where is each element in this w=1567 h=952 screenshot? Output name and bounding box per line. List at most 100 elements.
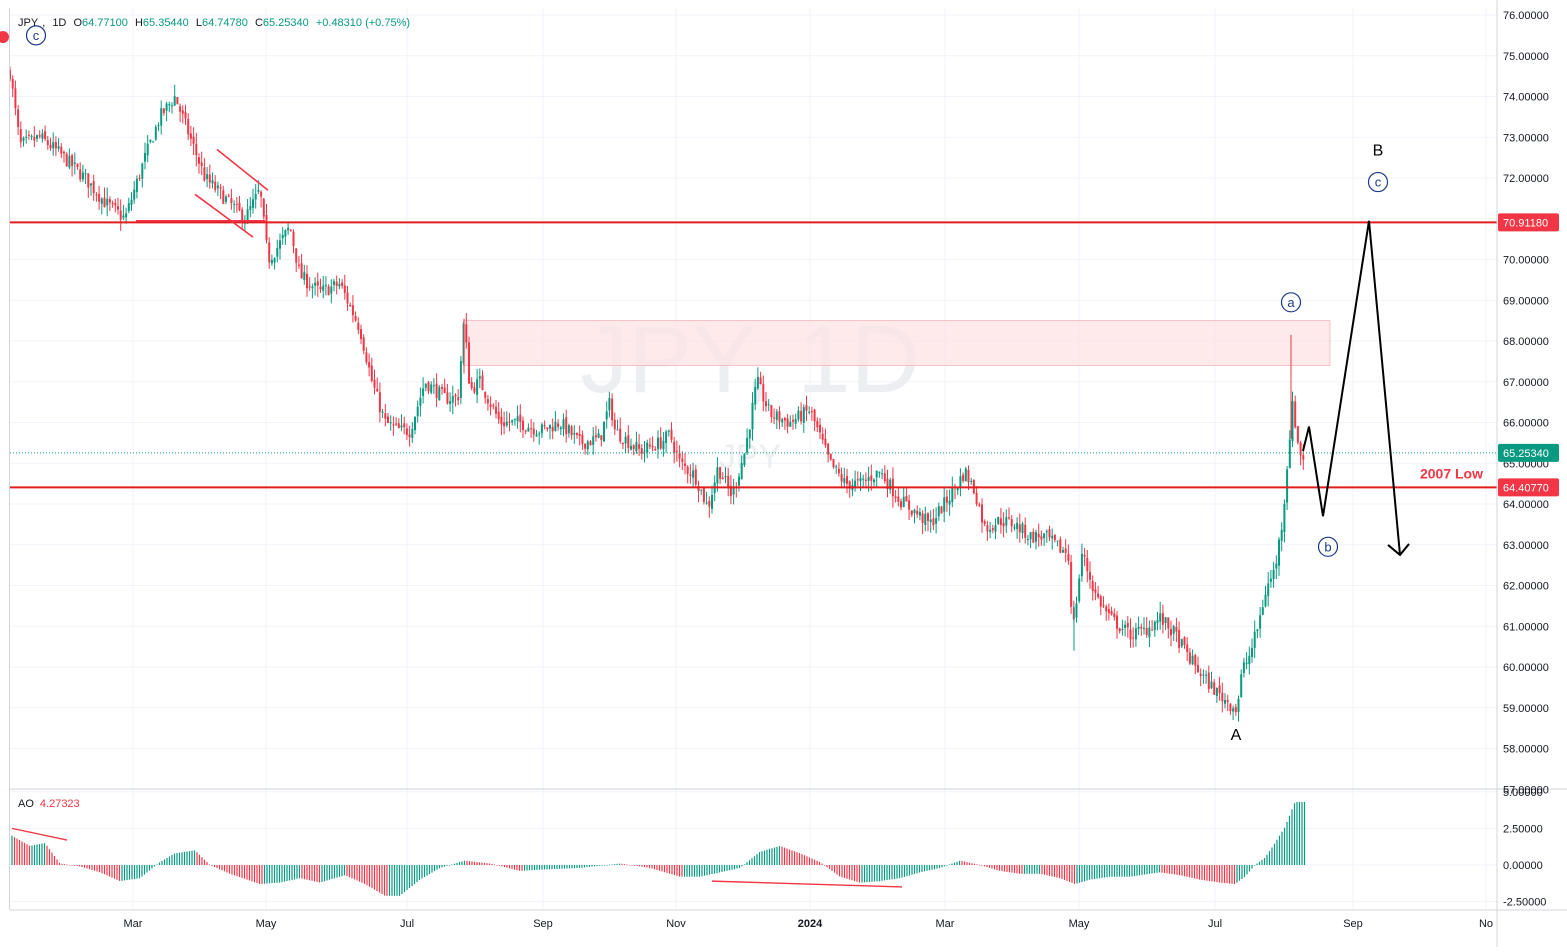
candle-body[interactable] — [333, 281, 335, 285]
candle-body[interactable] — [273, 258, 276, 263]
candle-body[interactable] — [441, 387, 443, 389]
candle-body[interactable] — [1032, 531, 1035, 543]
candle-body[interactable] — [867, 477, 870, 481]
candle-body[interactable] — [513, 418, 516, 420]
candle-body[interactable] — [540, 424, 543, 434]
candle-body[interactable] — [1053, 535, 1056, 540]
ao-divergence-line[interactable] — [711, 880, 903, 888]
candle-body[interactable] — [1286, 469, 1289, 503]
candle-body[interactable] — [562, 419, 565, 430]
candle-body[interactable] — [108, 199, 111, 203]
candle-body[interactable] — [1086, 558, 1089, 572]
candle-body[interactable] — [905, 496, 908, 502]
candle-body[interactable] — [1126, 622, 1129, 628]
candle-body[interactable] — [73, 162, 76, 165]
candle-body[interactable] — [276, 248, 279, 257]
candle-body[interactable] — [959, 476, 962, 489]
candle-body[interactable] — [468, 342, 470, 384]
candle-body[interactable] — [484, 392, 487, 398]
candle-body[interactable] — [149, 139, 152, 142]
candle-body[interactable] — [30, 135, 33, 137]
candle-body[interactable] — [268, 242, 271, 263]
candle-body[interactable] — [279, 240, 281, 249]
candle-body[interactable] — [500, 416, 503, 425]
candle-body[interactable] — [235, 203, 238, 205]
candle-body[interactable] — [576, 432, 578, 435]
candle-body[interactable] — [1186, 644, 1189, 653]
candle-body[interactable] — [721, 477, 724, 480]
candle-body[interactable] — [81, 172, 84, 180]
interval-label[interactable]: 1D — [52, 17, 67, 29]
candle-body[interactable] — [746, 437, 749, 453]
candle-body[interactable] — [189, 133, 192, 139]
candle-body[interactable] — [303, 272, 306, 280]
candle-body[interactable] — [457, 397, 460, 401]
candle-body[interactable] — [1302, 455, 1305, 460]
candle-body[interactable] — [781, 419, 784, 423]
candle-body[interactable] — [694, 469, 697, 485]
candle-body[interactable] — [181, 110, 184, 114]
symbol-label[interactable]: JPY — [18, 17, 39, 29]
candle-body[interactable] — [54, 142, 57, 149]
candle-body[interactable] — [754, 387, 757, 405]
candle-body[interactable] — [665, 431, 668, 444]
candle-body[interactable] — [678, 452, 681, 459]
candle-body[interactable] — [435, 383, 438, 399]
candle-body[interactable] — [1097, 593, 1100, 598]
candle-body[interactable] — [459, 361, 462, 398]
candle-body[interactable] — [1070, 562, 1073, 607]
candle-body[interactable] — [640, 448, 643, 454]
candle-body[interactable] — [1040, 536, 1043, 540]
candle-body[interactable] — [1029, 532, 1032, 540]
wave-label-circle[interactable] — [1367, 171, 1389, 193]
candle-body[interactable] — [997, 517, 1000, 524]
candle-body[interactable] — [198, 157, 200, 164]
candle-body[interactable] — [1056, 540, 1059, 542]
candle-body[interactable] — [1242, 662, 1245, 673]
candle-body[interactable] — [422, 388, 425, 397]
candle-body[interactable] — [1018, 524, 1021, 533]
candle-body[interactable] — [916, 510, 919, 515]
candle-body[interactable] — [38, 135, 41, 137]
candle-body[interactable] — [1226, 700, 1229, 703]
candle-body[interactable] — [254, 193, 257, 200]
candle-body[interactable] — [238, 202, 241, 211]
candle-body[interactable] — [1140, 626, 1143, 629]
candle-body[interactable] — [284, 230, 287, 237]
candle-body[interactable] — [964, 468, 967, 482]
candle-body[interactable] — [991, 528, 994, 531]
candle-body[interactable] — [1294, 401, 1297, 428]
candle-body[interactable] — [705, 502, 708, 504]
candle-body[interactable] — [1240, 674, 1243, 698]
candle-body[interactable] — [527, 427, 530, 432]
candle-body[interactable] — [789, 421, 792, 427]
candle-body[interactable] — [800, 410, 803, 422]
candle-body[interactable] — [686, 466, 689, 474]
candle-body[interactable] — [295, 248, 298, 263]
candle-body[interactable] — [511, 419, 514, 423]
candle-body[interactable] — [592, 436, 595, 445]
candle-body[interactable] — [311, 286, 314, 289]
candle-body[interactable] — [1221, 692, 1224, 702]
candle-body[interactable] — [365, 352, 368, 363]
candle-body[interactable] — [522, 420, 524, 431]
candle-body[interactable] — [908, 500, 911, 510]
candle-body[interactable] — [84, 173, 87, 175]
candle-body[interactable] — [300, 263, 303, 279]
candle-body[interactable] — [940, 506, 943, 514]
candle-body[interactable] — [667, 430, 670, 432]
trend-line[interactable] — [194, 193, 254, 238]
candle-body[interactable] — [451, 396, 454, 403]
candle-body[interactable] — [792, 419, 794, 422]
candle-body[interactable] — [465, 324, 468, 343]
candle-body[interactable] — [327, 286, 330, 296]
candle-body[interactable] — [227, 195, 230, 197]
candle-body[interactable] — [603, 421, 605, 442]
candle-body[interactable] — [516, 416, 519, 422]
candle-body[interactable] — [724, 476, 727, 478]
candle-body[interactable] — [1218, 685, 1221, 694]
candle-body[interactable] — [378, 392, 381, 413]
candle-body[interactable] — [495, 406, 497, 414]
candle-body[interactable] — [594, 435, 597, 438]
trend-line[interactable] — [216, 148, 269, 191]
